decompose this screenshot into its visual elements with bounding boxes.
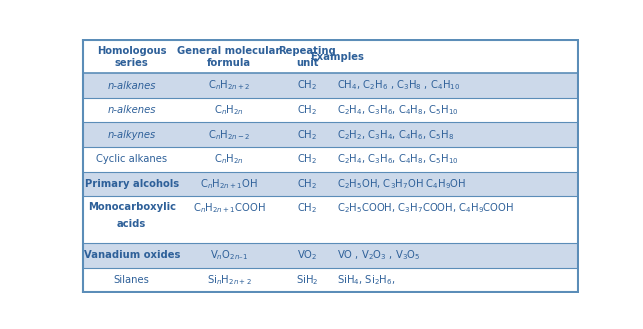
Text: n-alkanes: n-alkanes <box>107 81 156 90</box>
Text: CH$_2$: CH$_2$ <box>297 152 317 166</box>
Text: Vanadium oxides: Vanadium oxides <box>84 250 180 260</box>
Text: acids: acids <box>117 219 147 229</box>
Bar <box>83 40 577 73</box>
Text: CH$_2$: CH$_2$ <box>297 79 317 92</box>
Text: C$_2$H$_5$OH, C$_3$H$_7$OH C$_4$H$_9$OH: C$_2$H$_5$OH, C$_3$H$_7$OH C$_4$H$_9$OH <box>337 177 466 191</box>
Text: C$_n$H$_{2n}$: C$_n$H$_{2n}$ <box>214 103 244 117</box>
Text: Monocarboxylic: Monocarboxylic <box>87 202 176 212</box>
Bar <box>83 172 577 196</box>
Text: C$_2$H$_5$COOH, C$_3$H$_7$COOH, C$_4$H$_9$COOH: C$_2$H$_5$COOH, C$_3$H$_7$COOH, C$_4$H$_… <box>337 201 514 215</box>
Bar <box>83 268 577 292</box>
Text: C$_2$H$_4$, C$_3$H$_6$, C$_4$H$_8$, C$_5$H$_{10}$: C$_2$H$_4$, C$_3$H$_6$, C$_4$H$_8$, C$_5… <box>337 152 458 166</box>
Text: Homologous
series: Homologous series <box>97 46 167 67</box>
Text: n-alkynes: n-alkynes <box>107 130 156 140</box>
Text: Si$_n$H$_{2n + 2}$: Si$_n$H$_{2n + 2}$ <box>207 273 251 287</box>
Text: CH$_2$: CH$_2$ <box>297 128 317 142</box>
Text: CH$_2$: CH$_2$ <box>297 177 317 191</box>
Text: n-alkenes: n-alkenes <box>107 105 156 115</box>
Bar <box>83 122 577 147</box>
Text: CH$_4$, C$_2$H$_6$ , C$_3$H$_8$ , C$_4$H$_{10}$: CH$_4$, C$_2$H$_6$ , C$_3$H$_8$ , C$_4$H… <box>337 79 460 92</box>
Bar <box>83 73 577 98</box>
Bar <box>83 243 577 268</box>
Bar <box>83 196 577 243</box>
Text: SiH$_4$, Si$_2$H$_6$,: SiH$_4$, Si$_2$H$_6$, <box>337 273 395 287</box>
Text: V$_n$O$_{2n – 1}$: V$_n$O$_{2n – 1}$ <box>210 248 248 262</box>
Text: C$_n$H$_{2n+1}$OH: C$_n$H$_{2n+1}$OH <box>200 177 258 191</box>
Text: VO , V$_2$O$_3$ , V$_3$O$_5$: VO , V$_2$O$_3$ , V$_3$O$_5$ <box>337 248 421 262</box>
Text: General molecular
formula: General molecular formula <box>177 46 281 67</box>
Text: C$_2$H$_4$, C$_3$H$_6$, C$_4$H$_8$, C$_5$H$_{10}$: C$_2$H$_4$, C$_3$H$_6$, C$_4$H$_8$, C$_5… <box>337 103 458 117</box>
Text: Silanes: Silanes <box>114 275 150 285</box>
Text: C$_2$H$_2$, C$_3$H$_4$, C$_4$H$_6$, C$_5$H$_8$: C$_2$H$_2$, C$_3$H$_4$, C$_4$H$_6$, C$_5… <box>337 128 454 142</box>
Text: CH$_2$: CH$_2$ <box>297 201 317 215</box>
Text: Examples: Examples <box>310 52 364 62</box>
Text: C$_n$H$_{2n-2}$: C$_n$H$_{2n-2}$ <box>208 128 250 142</box>
Text: SiH$_2$: SiH$_2$ <box>296 273 318 287</box>
Text: CH$_2$: CH$_2$ <box>297 103 317 117</box>
Bar <box>83 147 577 172</box>
Text: Primary alcohols: Primary alcohols <box>85 179 179 189</box>
Text: Cyclic alkanes: Cyclic alkanes <box>96 154 167 164</box>
Text: C$_n$H$_{2n+2}$: C$_n$H$_{2n+2}$ <box>208 79 250 92</box>
Text: C$_n$H$_{2n}$: C$_n$H$_{2n}$ <box>214 152 244 166</box>
Text: VO$_2$: VO$_2$ <box>297 248 318 262</box>
Text: Repeating
unit: Repeating unit <box>278 46 336 67</box>
Text: C$_n$H$_{2n+1}$COOH: C$_n$H$_{2n+1}$COOH <box>193 201 266 215</box>
Bar <box>83 98 577 122</box>
